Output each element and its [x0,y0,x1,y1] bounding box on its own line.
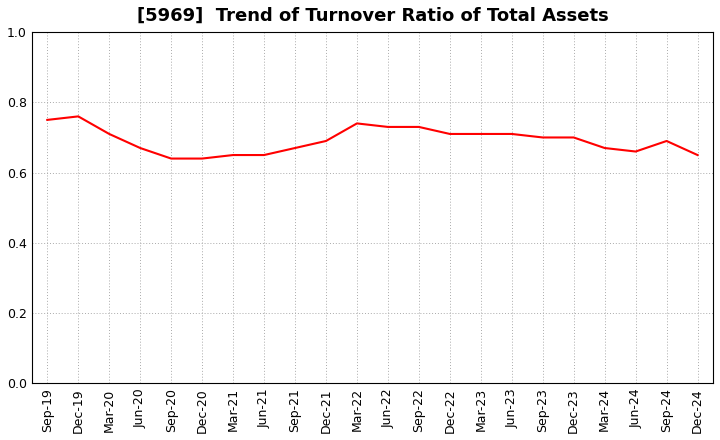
Title: [5969]  Trend of Turnover Ratio of Total Assets: [5969] Trend of Turnover Ratio of Total … [137,7,608,25]
